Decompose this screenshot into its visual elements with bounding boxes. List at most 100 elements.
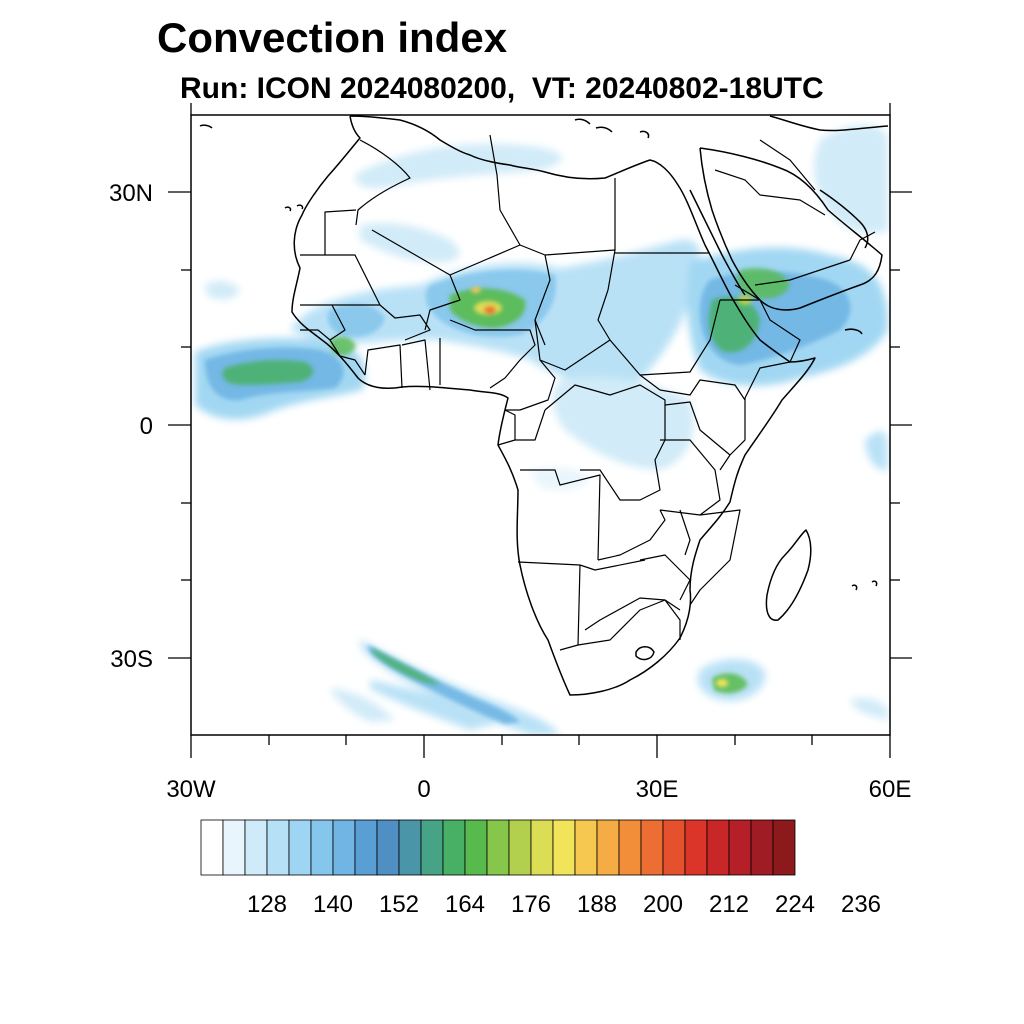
colorbar-label: 164: [445, 891, 485, 918]
border-uganda-kenya: [664, 401, 731, 471]
border-senegal-guinea: [300, 304, 346, 341]
border-mali-burkina: [379, 304, 431, 341]
border-namibia: [559, 564, 581, 651]
colorbar-swatch: [596, 819, 620, 876]
border-cameroon: [505, 319, 556, 411]
field-saharan-west: [360, 223, 460, 263]
colorbar-swatch: [354, 819, 378, 876]
colorbar-label: 200: [643, 891, 683, 918]
lon-label-0: 0: [417, 776, 430, 803]
colorbar-swatch: [288, 819, 312, 876]
field-east-africa: [553, 376, 694, 470]
border-eritrea: [734, 284, 761, 301]
field-canary: [205, 280, 240, 300]
colorbar-swatch: [332, 819, 356, 876]
strong-atlantic: [222, 360, 314, 385]
colorbar-swatch: [772, 819, 796, 876]
border-western-sahara: [300, 209, 357, 256]
colorbar-swatch: [420, 819, 444, 876]
colorbar-labels: 128 140 152 164 176 188 200 212 224 236: [247, 891, 881, 918]
socotra: [844, 328, 863, 335]
border-south-sudan: [659, 379, 746, 401]
colorbar-swatch: [662, 819, 686, 876]
border-mali-niger: [424, 274, 461, 331]
colorbar-swatch: [640, 819, 664, 876]
field-se-corner: [850, 698, 888, 720]
border-algeria-mali: [371, 229, 546, 276]
colorbar-swatch: [552, 819, 576, 876]
colorbar-label: 212: [709, 891, 749, 918]
colorbar-label: 140: [313, 891, 353, 918]
strong-madagascar-south: [712, 673, 748, 694]
colorbar-swatch: [200, 819, 224, 876]
convection-strong: [222, 268, 790, 694]
colorbar-swatch: [244, 819, 268, 876]
border-drc-angola: [520, 469, 601, 561]
hotspot-madagascar: [716, 679, 728, 687]
field-somali-coast: [865, 431, 888, 471]
coastlines: [199, 115, 889, 696]
border-morocco-algeria: [355, 139, 411, 226]
colorbar-label: 152: [379, 891, 419, 918]
country-borders: [300, 134, 876, 651]
colorbar-swatch: [398, 819, 422, 876]
hotspot-nigeria-orange: [484, 306, 496, 314]
convection-hotspots: [471, 287, 752, 687]
canary-islands: [199, 124, 304, 212]
field-southern-ocean-3: [370, 680, 510, 730]
madagascar-coastline: [765, 529, 812, 621]
border-tanzania: [659, 439, 721, 516]
mascarene-islands: [851, 580, 878, 591]
lat-label-0: 0: [140, 413, 153, 440]
convection-field: [195, 125, 889, 735]
border-malawi: [679, 509, 691, 556]
field-middle-east: [814, 125, 888, 234]
border-algeria-libya: [489, 134, 521, 246]
field-congo: [530, 467, 590, 490]
colorbar-label: 224: [775, 891, 815, 918]
border-niger-chad: [534, 254, 551, 346]
border-guinea-sierra: [329, 339, 366, 376]
colorbar-swatch: [376, 819, 400, 876]
colorbar-swatch: [728, 819, 752, 876]
colorbar-swatch: [310, 819, 334, 876]
border-sudan: [597, 289, 721, 376]
border-congo-gabon: [497, 409, 546, 446]
colorbar: [200, 819, 796, 876]
border-south-africa: [577, 599, 681, 646]
border-iraq-iran: [759, 139, 816, 191]
border-botswana: [584, 597, 681, 631]
border-angola-namibia: [517, 559, 646, 571]
colorbar-swatch: [266, 819, 290, 876]
persian-gulf: [819, 189, 869, 249]
colorbar-swatch: [574, 819, 598, 876]
border-libya-chad: [544, 249, 616, 291]
medium-southern-ocean: [367, 645, 520, 724]
border-nigeria: [449, 319, 536, 389]
lat-label-30n: 30N: [109, 180, 153, 207]
colorbar-swatch: [530, 819, 554, 876]
border-saudi: [714, 169, 826, 216]
colorbar-label: 176: [511, 891, 551, 918]
strong-south-ocean: [371, 648, 440, 685]
colorbar-swatch: [486, 819, 510, 876]
arabia-coastline: [699, 147, 883, 311]
lon-label-30e: 30E: [636, 776, 679, 803]
colorbar-label: 236: [841, 891, 881, 918]
hotspot-nigeria-north: [471, 287, 481, 293]
colorbar-swatch: [222, 819, 246, 876]
axis-ticks: [168, 103, 912, 758]
lon-label-30w: 30W: [166, 776, 216, 803]
colorbar-swatch: [684, 819, 708, 876]
border-somalia: [729, 398, 746, 456]
sw-africa-lake: [635, 646, 655, 661]
border-zambia: [597, 509, 666, 561]
colorbar-swatch: [464, 819, 488, 876]
colorbar-label: 188: [577, 891, 617, 918]
strong-ethiopia: [708, 296, 760, 353]
page-title: Convection index: [157, 14, 508, 61]
border-ghana-togo: [401, 338, 441, 391]
border-zimbabwe: [639, 554, 691, 601]
red-sea: [689, 189, 746, 296]
